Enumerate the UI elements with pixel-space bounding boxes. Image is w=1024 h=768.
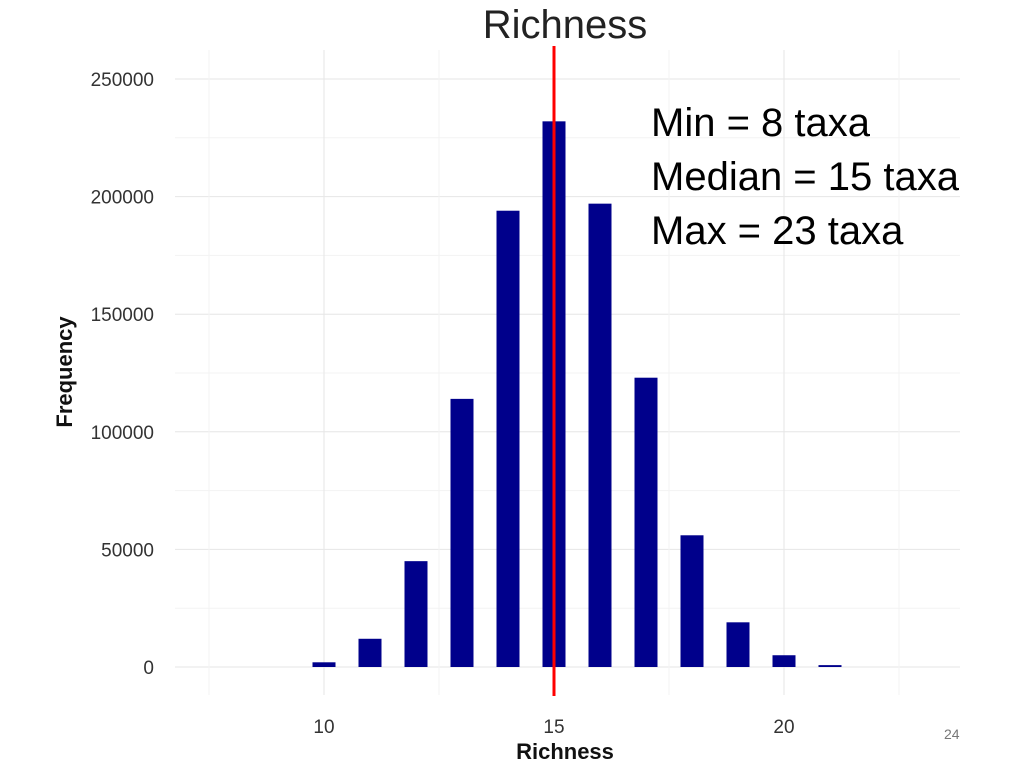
x-axis-ticks: 10 15 20 xyxy=(313,717,794,738)
bar-richness-19 xyxy=(726,622,750,667)
bar-richness-20 xyxy=(772,655,796,667)
x-axis-title: Richness xyxy=(516,739,614,764)
y-tick-label: 0 xyxy=(143,658,154,679)
y-tick-label: 150000 xyxy=(91,305,154,326)
y-tick-label: 100000 xyxy=(91,423,154,444)
bar-richness-10 xyxy=(312,662,336,667)
bar-richness-11 xyxy=(358,638,382,667)
bars xyxy=(312,121,842,667)
x-tick-label: 20 xyxy=(773,717,794,738)
bar-richness-21 xyxy=(818,665,842,667)
bar-richness-13 xyxy=(450,398,474,667)
y-tick-label: 200000 xyxy=(91,188,154,209)
y-tick-label: 250000 xyxy=(91,70,154,91)
bar-richness-14 xyxy=(496,210,520,667)
grid-lines xyxy=(175,50,960,695)
bar-richness-17 xyxy=(634,377,658,667)
chart-title: Richness xyxy=(483,3,648,47)
y-axis-title: Frequency xyxy=(52,316,77,428)
bar-richness-12 xyxy=(404,561,428,667)
bar-richness-18 xyxy=(680,535,704,667)
x-tick-label: 15 xyxy=(543,717,564,738)
y-axis-ticks: 0 50000 100000 150000 200000 250000 xyxy=(91,70,154,679)
stat-median: Median = 15 taxa xyxy=(651,155,960,199)
x-tick-label: 10 xyxy=(313,717,334,738)
bar-richness-16 xyxy=(588,203,612,667)
stat-min: Min = 8 taxa xyxy=(651,101,871,145)
y-tick-label: 50000 xyxy=(101,540,154,561)
stat-max: Max = 23 taxa xyxy=(651,209,904,253)
page-number: 24 xyxy=(944,726,960,742)
